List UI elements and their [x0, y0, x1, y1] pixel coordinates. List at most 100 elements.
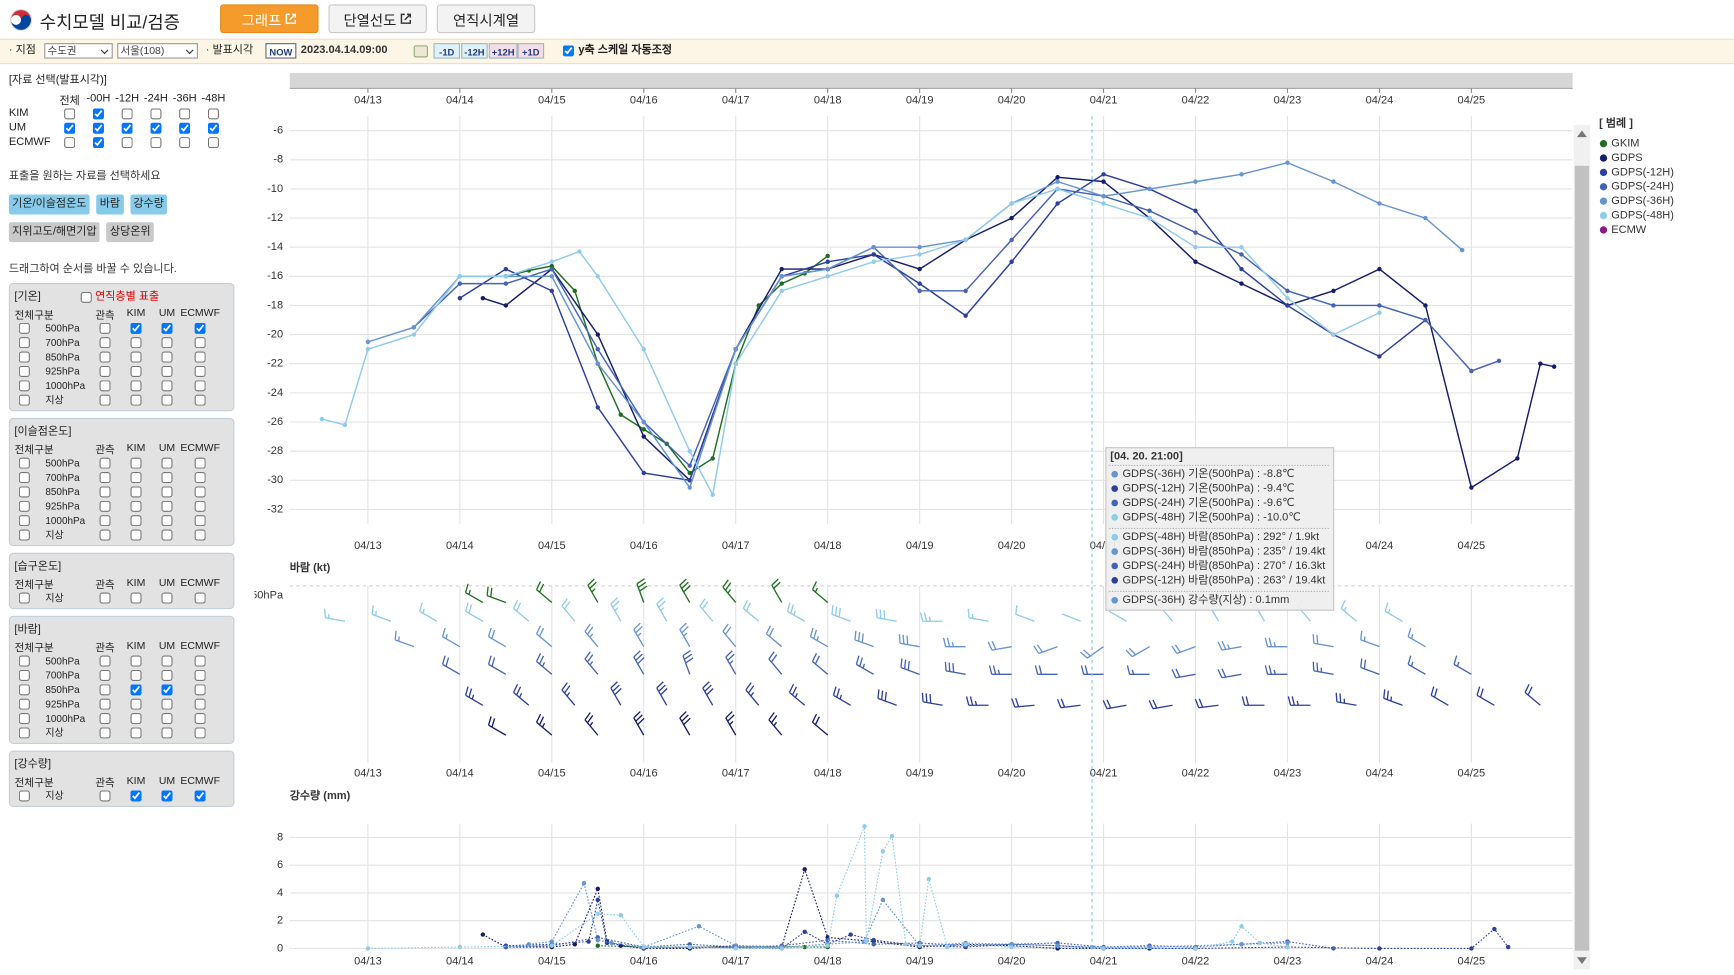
checkbox[interactable] [130, 394, 142, 406]
step-button[interactable]: +1D [517, 43, 545, 59]
checkbox[interactable] [99, 712, 111, 724]
checkbox[interactable] [18, 698, 30, 710]
checkbox[interactable] [64, 122, 76, 134]
step-button[interactable]: +12H [488, 43, 518, 59]
checkbox[interactable] [130, 698, 142, 710]
checkbox[interactable] [207, 136, 219, 148]
checkbox[interactable] [194, 669, 206, 681]
checkbox[interactable] [179, 122, 191, 134]
checkbox[interactable] [130, 457, 142, 469]
checkbox[interactable] [18, 683, 30, 695]
checkbox[interactable] [99, 379, 111, 391]
checkbox[interactable] [194, 379, 206, 391]
checkbox[interactable] [121, 122, 133, 134]
checkbox[interactable] [161, 698, 173, 710]
checkbox[interactable] [130, 789, 142, 801]
checkbox[interactable] [194, 485, 206, 497]
checkbox[interactable] [194, 528, 206, 541]
checkbox[interactable] [207, 107, 219, 119]
checkbox[interactable] [194, 654, 206, 667]
graph-button[interactable]: 그래프 [220, 4, 319, 34]
checkbox[interactable] [99, 528, 111, 541]
variable-button[interactable]: 강수량 [130, 194, 168, 215]
checkbox[interactable] [99, 457, 111, 469]
checkbox[interactable] [130, 379, 142, 391]
checkbox[interactable] [99, 485, 111, 497]
checkbox[interactable] [18, 394, 30, 406]
checkbox[interactable] [194, 365, 206, 377]
checkbox[interactable] [194, 394, 206, 406]
step-button[interactable]: -1D [433, 43, 461, 59]
checkbox[interactable] [18, 514, 30, 526]
checkbox[interactable] [161, 394, 173, 406]
issue-time[interactable]: 2023.04.14.09:00 [300, 44, 388, 57]
checkbox[interactable] [18, 350, 30, 363]
checkbox[interactable] [18, 669, 30, 681]
checkbox[interactable] [161, 789, 173, 801]
checkbox[interactable] [161, 365, 173, 377]
checkbox[interactable] [99, 471, 111, 483]
checkbox[interactable] [194, 591, 206, 604]
checkbox[interactable] [92, 136, 104, 148]
vertical-series-button[interactable]: 연직시계열 [436, 4, 536, 34]
checkbox[interactable] [150, 122, 162, 134]
checkbox[interactable] [161, 485, 173, 497]
checkbox[interactable] [99, 654, 111, 667]
checkbox[interactable] [99, 669, 111, 681]
checkbox[interactable] [130, 336, 142, 348]
checkbox[interactable] [130, 514, 142, 526]
checkbox[interactable] [18, 365, 30, 377]
checkbox[interactable] [18, 471, 30, 483]
checkbox[interactable] [161, 654, 173, 667]
checkbox[interactable] [130, 485, 142, 497]
checkbox[interactable] [130, 654, 142, 667]
checkbox[interactable] [64, 107, 76, 119]
checkbox[interactable] [130, 726, 142, 738]
checkbox[interactable] [18, 336, 30, 348]
checkbox[interactable] [161, 591, 173, 604]
checkbox[interactable] [161, 471, 173, 483]
checkbox[interactable] [18, 726, 30, 738]
checkbox[interactable] [161, 726, 173, 738]
checkbox[interactable] [150, 107, 162, 119]
calendar-icon[interactable] [413, 44, 428, 58]
checkbox[interactable] [92, 107, 104, 119]
checkbox[interactable] [121, 136, 133, 148]
checkbox[interactable] [18, 485, 30, 497]
checkbox[interactable] [194, 350, 206, 363]
checkbox[interactable] [18, 528, 30, 541]
checkbox[interactable] [194, 336, 206, 348]
checkbox[interactable] [99, 726, 111, 738]
checkbox[interactable] [18, 457, 30, 469]
checkbox[interactable] [161, 457, 173, 469]
now-button[interactable]: NOW [265, 43, 297, 59]
checkbox[interactable] [99, 336, 111, 348]
checkbox[interactable] [179, 107, 191, 119]
checkbox[interactable] [92, 122, 104, 134]
checkbox[interactable] [99, 365, 111, 377]
checkbox[interactable] [18, 322, 30, 334]
checkbox[interactable] [130, 683, 142, 695]
skewt-button[interactable]: 단열선도 [328, 4, 427, 34]
checkbox[interactable] [194, 789, 206, 801]
checkbox[interactable] [179, 136, 191, 148]
checkbox[interactable] [194, 683, 206, 695]
checkbox[interactable] [18, 654, 30, 667]
checkbox[interactable] [99, 683, 111, 695]
checkbox[interactable] [194, 514, 206, 526]
checkbox[interactable] [194, 471, 206, 483]
step-button[interactable]: -12H [461, 43, 488, 59]
autoscale-checkbox[interactable] [562, 45, 574, 57]
variable-button[interactable]: 지위고도/해면기압 [8, 222, 100, 243]
checkbox[interactable] [99, 322, 111, 334]
checkbox[interactable] [130, 712, 142, 724]
checkbox[interactable] [64, 136, 76, 148]
variable-button[interactable]: 상당온위 [106, 222, 154, 243]
checkbox[interactable] [99, 500, 111, 512]
checkbox[interactable] [99, 514, 111, 526]
checkbox[interactable] [161, 379, 173, 391]
checkbox[interactable] [161, 322, 173, 334]
checkbox[interactable] [80, 291, 92, 303]
checkbox[interactable] [99, 698, 111, 710]
checkbox[interactable] [194, 698, 206, 710]
